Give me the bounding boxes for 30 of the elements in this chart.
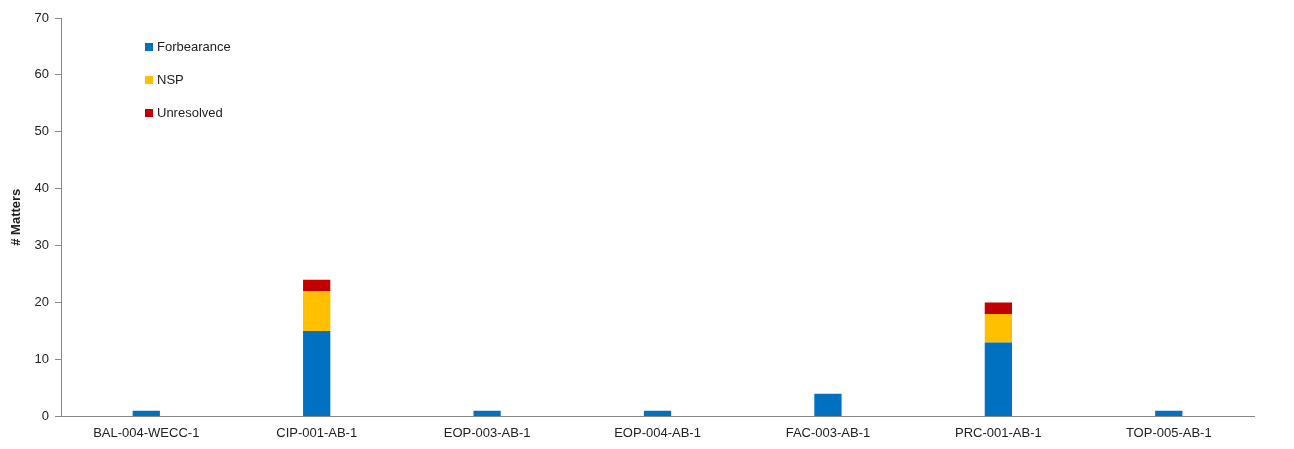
y-tick-label: 70 <box>34 9 50 25</box>
x-tick-label: EOP-004-AB-1 <box>614 424 701 440</box>
y-tick-label: 60 <box>34 66 50 82</box>
bar <box>643 410 672 416</box>
bar <box>984 313 1012 343</box>
y-tick-label: 20 <box>34 294 50 310</box>
x-tick-label: PRC-001-AB-1 <box>955 424 1042 440</box>
bar <box>473 410 501 416</box>
legend-label: NSP <box>157 72 184 87</box>
legend-label: Unresolved <box>157 105 223 120</box>
legend-label: Forbearance <box>157 39 231 54</box>
bar <box>984 302 1012 314</box>
bar <box>814 393 842 416</box>
bar <box>984 342 1012 416</box>
bar <box>1155 410 1183 416</box>
bar <box>303 279 331 292</box>
x-tick-label: TOP-005-AB-1 <box>1125 424 1212 440</box>
bar <box>303 291 331 332</box>
x-tick-label: BAL-004-WECC-1 <box>93 424 200 440</box>
bar <box>303 331 331 416</box>
y-tick-label: 50 <box>34 123 50 139</box>
x-tick-label: CIP-001-AB-1 <box>276 424 358 440</box>
y-axis-title: # Matters <box>8 188 24 246</box>
x-tick-label: EOP-003-AB-1 <box>443 424 531 440</box>
bar <box>132 410 160 416</box>
y-tick-label: 30 <box>34 237 50 253</box>
y-tick-label: 10 <box>34 351 50 367</box>
y-tick-label: 40 <box>34 180 50 196</box>
x-tick-label: FAC-003-AB-1 <box>785 424 871 440</box>
y-tick-label: 0 <box>41 407 50 423</box>
